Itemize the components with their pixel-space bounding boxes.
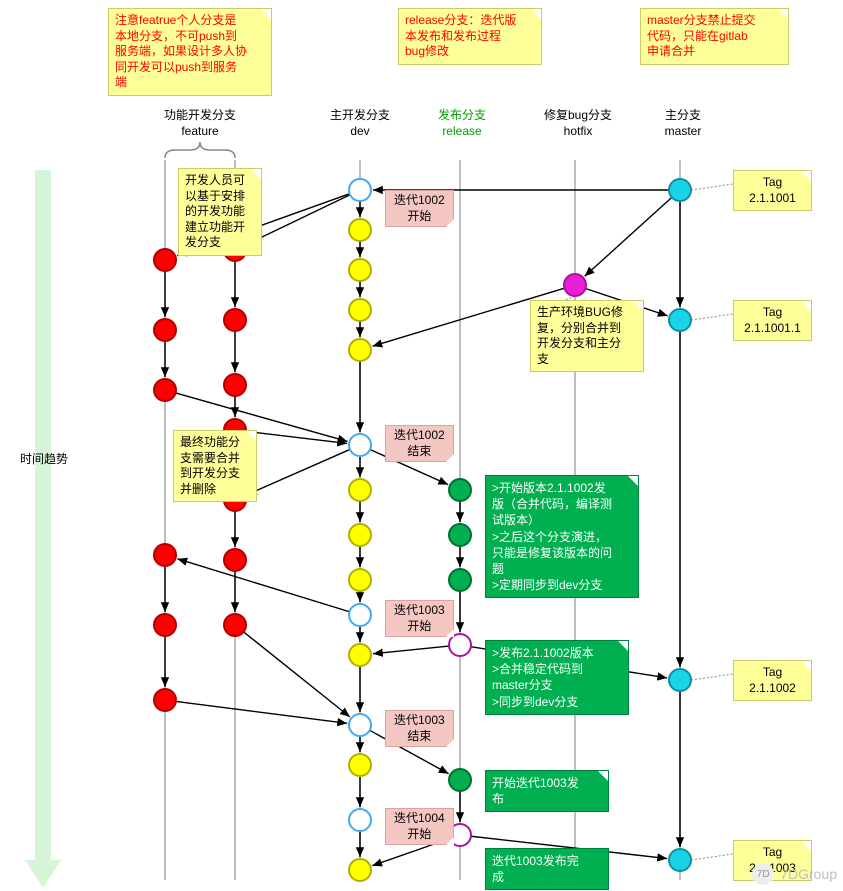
note-master-warning: master分支禁止提交 代码，只能在gitlab 申请合并 xyxy=(640,8,789,65)
node-d_open3 xyxy=(349,604,371,626)
node-d4 xyxy=(349,339,371,361)
node-m2 xyxy=(669,309,691,331)
node-f1e xyxy=(154,614,176,636)
header-feature: 功能开发分支 feature xyxy=(155,108,245,139)
node-m1 xyxy=(669,179,691,201)
node-d7 xyxy=(349,569,371,591)
node-m3 xyxy=(669,669,691,691)
label-it1003-start: 迭代1003 开始 xyxy=(385,600,454,637)
node-f2f xyxy=(224,549,246,571)
node-d9 xyxy=(349,754,371,776)
note-dev-create: 开发人员可 以基于安排 的开发功能 建立功能开 发分支 xyxy=(178,168,262,256)
note-release-warning: release分支：迭代版 本发布和发布过程 bug修改 xyxy=(398,8,542,65)
node-d_open2 xyxy=(349,434,371,456)
node-f2b xyxy=(224,309,246,331)
note-final-merge: 最终功能分 支需要合并 到开发分支 并删除 xyxy=(173,430,257,502)
timeline-label: 时间趋势 xyxy=(20,450,68,467)
header-release: 发布分支 release xyxy=(432,108,492,139)
node-h1 xyxy=(564,274,586,296)
green-note-2: >发布2.1.1002版本 >合并稳定代码到 master分支 >同步到dev分… xyxy=(485,640,629,715)
watermark: 7D 7DGroup xyxy=(752,863,837,885)
node-m4 xyxy=(669,849,691,871)
note-hotfix: 生产环境BUG修 复，分别合并到 开发分支和主分 支 xyxy=(530,300,644,372)
watermark-icon: 7D xyxy=(752,863,774,885)
label-it1002-end: 迭代1002 结束 xyxy=(385,425,454,462)
node-f1d xyxy=(154,544,176,566)
node-f2c xyxy=(224,374,246,396)
node-r1 xyxy=(449,479,471,501)
node-f2g xyxy=(224,614,246,636)
node-r_open1 xyxy=(449,634,471,656)
watermark-text: 7DGroup xyxy=(780,866,837,882)
label-it1002-start: 迭代1002 开始 xyxy=(385,190,454,227)
node-f1c xyxy=(154,379,176,401)
node-d5 xyxy=(349,479,371,501)
label-it1004-start: 迭代1004 开始 xyxy=(385,808,454,845)
node-d2 xyxy=(349,259,371,281)
green-note-1: >开始版本2.1.1002发 版（合并代码，编译测 试版本） >之后这个分支演进… xyxy=(485,475,639,598)
node-d_open5 xyxy=(349,809,371,831)
node-r4 xyxy=(449,769,471,791)
header-dev: 主开发分支 dev xyxy=(325,108,395,139)
tag-3: Tag 2.1.1002 xyxy=(733,660,812,701)
note-feature-warning: 注意featrue个人分支是 本地分支，不可push到 服务端，如果设计多人协 … xyxy=(108,8,272,96)
tag-1: Tag 2.1.1001 xyxy=(733,170,812,211)
git-branch-diagram: { "dimensions": { "w": 843, "h": 891 }, … xyxy=(0,0,843,891)
label-it1003-end: 迭代1003 结束 xyxy=(385,710,454,747)
node-f1f xyxy=(154,689,176,711)
node-d8 xyxy=(349,644,371,666)
node-f1b xyxy=(154,319,176,341)
node-d_open1 xyxy=(349,179,371,201)
green-note-4: 迭代1003发布完 成 xyxy=(485,848,609,890)
header-master: 主分支 master xyxy=(658,108,708,139)
green-note-3: 开始迭代1003发 布 xyxy=(485,770,609,812)
node-f1a xyxy=(154,249,176,271)
tag-2: Tag 2.1.1001.1 xyxy=(733,300,812,341)
node-r2 xyxy=(449,524,471,546)
header-hotfix: 修复bug分支 hotfix xyxy=(538,108,618,139)
node-d6 xyxy=(349,524,371,546)
node-d1 xyxy=(349,219,371,241)
node-d_open4 xyxy=(349,714,371,736)
node-r3 xyxy=(449,569,471,591)
node-d3 xyxy=(349,299,371,321)
node-d10 xyxy=(349,859,371,881)
